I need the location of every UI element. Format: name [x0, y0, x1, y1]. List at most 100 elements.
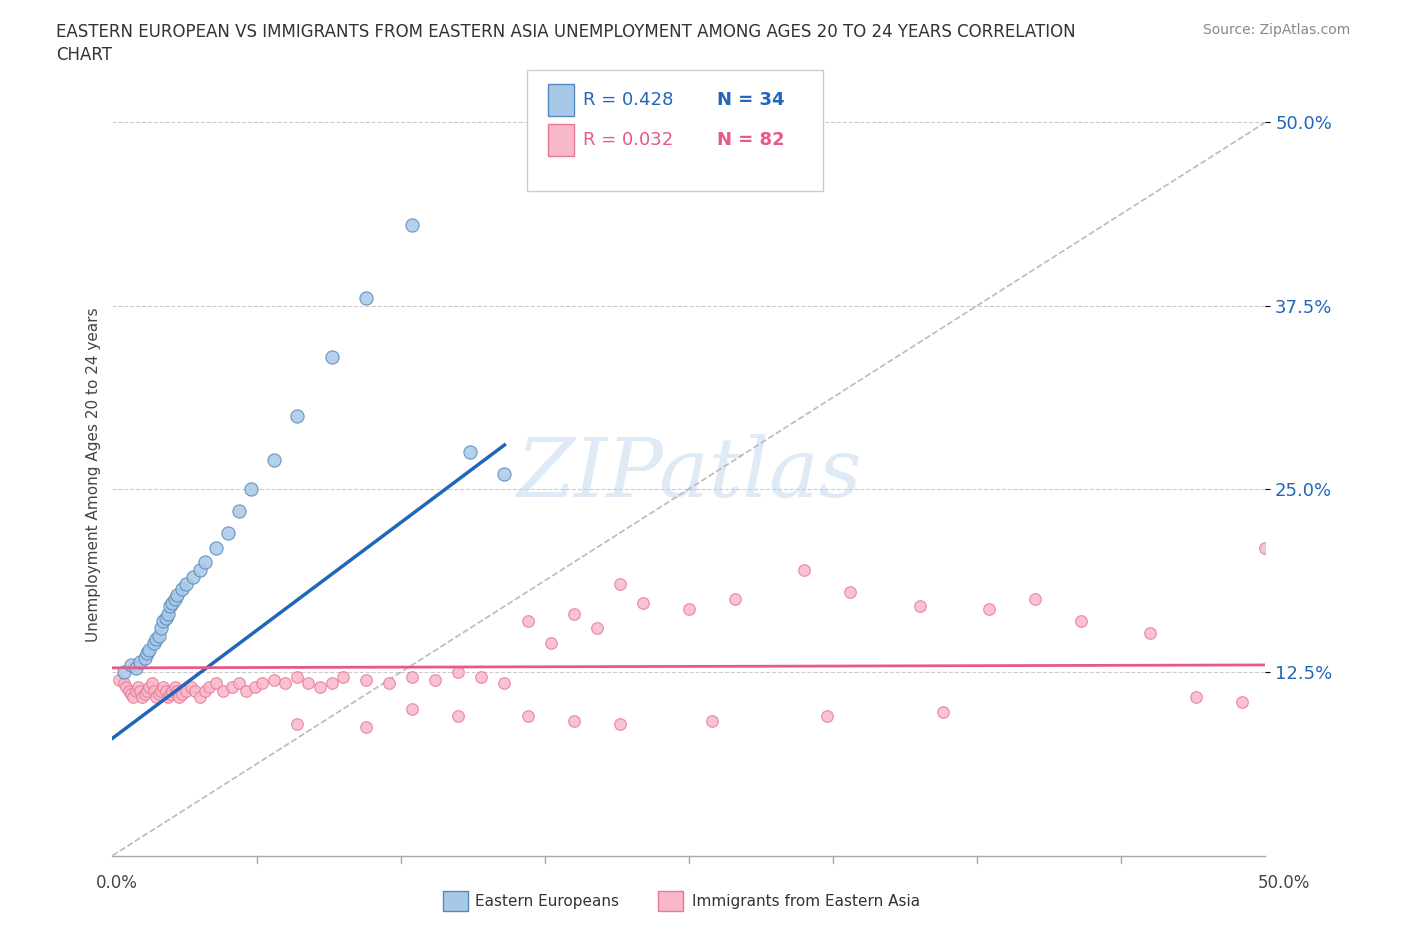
Point — [470, 670, 492, 684]
Text: Immigrants from Eastern Asia: Immigrants from Eastern Asia — [692, 894, 920, 909]
Point — [252, 675, 274, 690]
Point — [245, 680, 267, 695]
Point — [163, 591, 186, 606]
Point — [1139, 625, 1161, 640]
Point — [156, 690, 179, 705]
Point — [159, 687, 181, 702]
Y-axis label: Unemployment Among Ages 20 to 24 years: Unemployment Among Ages 20 to 24 years — [86, 307, 101, 642]
Point — [217, 525, 239, 540]
Point — [235, 684, 257, 698]
Point — [170, 581, 193, 596]
Point — [516, 709, 538, 724]
Point — [166, 684, 188, 698]
Point — [148, 687, 170, 702]
Point — [1232, 694, 1254, 709]
Point — [815, 709, 838, 724]
Point — [131, 690, 153, 705]
Point — [134, 650, 156, 665]
Point — [1024, 591, 1046, 606]
Point — [609, 577, 631, 591]
Point — [141, 675, 163, 690]
Point — [162, 596, 184, 611]
Point — [145, 690, 167, 705]
Point — [221, 680, 243, 695]
Point — [124, 660, 146, 675]
Point — [516, 614, 538, 629]
Point — [447, 709, 470, 724]
Point — [239, 482, 262, 497]
Point — [494, 467, 516, 482]
Point — [354, 719, 377, 734]
Point — [155, 684, 177, 698]
Text: EASTERN EUROPEAN VS IMMIGRANTS FROM EASTERN ASIA UNEMPLOYMENT AMONG AGES 20 TO 2: EASTERN EUROPEAN VS IMMIGRANTS FROM EAST… — [56, 23, 1076, 41]
Point — [156, 606, 179, 621]
Text: N = 34: N = 34 — [717, 91, 785, 109]
Point — [285, 716, 308, 731]
Point — [127, 680, 149, 695]
Point — [138, 643, 160, 658]
Point — [332, 670, 354, 684]
Point — [205, 675, 228, 690]
Point — [908, 599, 931, 614]
Point — [108, 672, 131, 687]
Point — [309, 680, 332, 695]
Point — [228, 675, 250, 690]
Point — [115, 680, 138, 695]
Point — [285, 408, 308, 423]
Text: CHART: CHART — [56, 46, 112, 64]
Point — [169, 690, 191, 705]
Point — [321, 350, 343, 365]
Point — [188, 690, 211, 705]
Point — [174, 577, 197, 591]
Point — [631, 596, 654, 611]
Text: R = 0.032: R = 0.032 — [583, 131, 673, 149]
Point — [724, 591, 747, 606]
Point — [1185, 690, 1208, 705]
Point — [166, 587, 188, 602]
Point — [143, 635, 166, 650]
Point — [184, 684, 207, 698]
Text: ZIPatlas: ZIPatlas — [516, 434, 862, 514]
Point — [977, 602, 1000, 617]
Point — [120, 687, 142, 702]
Point — [1254, 540, 1277, 555]
Point — [263, 452, 285, 467]
Text: 0.0%: 0.0% — [96, 874, 138, 892]
Point — [112, 675, 135, 690]
Point — [447, 665, 470, 680]
Text: N = 82: N = 82 — [717, 131, 785, 149]
Point — [678, 602, 700, 617]
Point — [212, 684, 235, 698]
Point — [149, 621, 172, 636]
Point — [194, 684, 217, 698]
Point — [401, 701, 423, 716]
Point — [112, 665, 135, 680]
Point — [194, 555, 217, 570]
Point — [163, 680, 186, 695]
Point — [149, 684, 172, 698]
Point — [143, 684, 166, 698]
Point — [152, 680, 174, 695]
Point — [188, 562, 211, 577]
Point — [401, 670, 423, 684]
Point — [148, 628, 170, 643]
Point — [136, 645, 159, 660]
Point — [228, 503, 250, 518]
Point — [134, 687, 156, 702]
Point — [562, 713, 585, 728]
Point — [170, 687, 193, 702]
Point — [155, 611, 177, 626]
Point — [162, 684, 184, 698]
Point — [354, 291, 377, 306]
Point — [700, 713, 723, 728]
Text: R = 0.428: R = 0.428 — [583, 91, 673, 109]
Point — [205, 540, 228, 555]
Point — [1070, 614, 1092, 629]
Point — [138, 680, 160, 695]
Point — [354, 672, 377, 687]
Point — [198, 680, 221, 695]
Point — [285, 670, 308, 684]
Point — [117, 684, 139, 698]
Point — [152, 614, 174, 629]
Point — [494, 675, 516, 690]
